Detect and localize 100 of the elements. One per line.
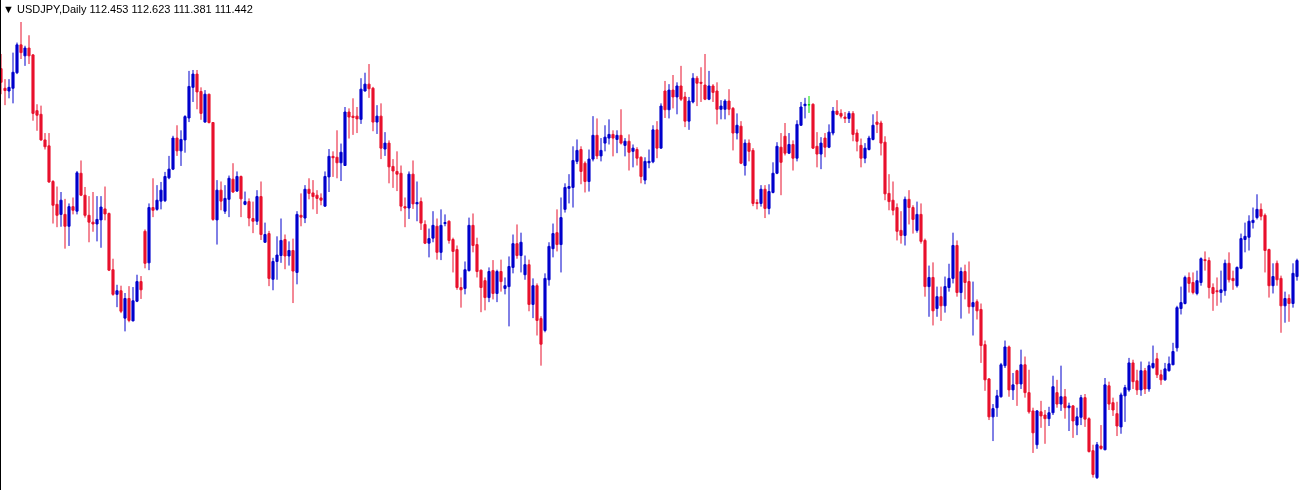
candlestick [303,184,307,224]
candlestick [823,132,827,158]
candlestick [1007,345,1011,398]
candlestick [267,230,271,287]
candlestick [251,201,255,234]
candlestick [843,111,847,124]
candlestick [299,192,303,227]
candlestick [1063,388,1067,420]
candlestick [515,223,519,260]
candlestick [595,117,599,160]
candlestick [651,124,655,164]
candlestick [1115,401,1119,437]
candlestick [1283,291,1287,324]
candlestick [155,184,159,212]
candlestick [1103,377,1107,451]
candlestick [619,108,623,145]
candlestick [231,162,235,194]
candlestick [439,208,443,261]
candlestick [219,180,223,211]
candlestick [255,189,259,226]
candlestick [75,170,79,215]
candlestick [555,208,559,252]
candlestick [1067,402,1071,432]
candlestick [631,143,635,168]
candlestick [847,110,851,124]
candlestick [127,285,131,323]
candlestick [623,137,627,157]
candlestick [715,81,719,125]
candlestick [151,177,155,218]
candlestick [147,202,151,271]
candlestick [495,269,499,303]
candlestick [903,196,907,246]
candlestick [663,80,667,119]
candlestick [491,259,495,300]
candlestick [735,112,739,140]
candlestick [283,234,287,270]
candlestick [1011,372,1015,401]
candlestick [407,170,411,220]
candlestick [931,261,935,326]
candlestick [615,129,619,154]
candlestick [59,191,63,228]
candlestick [935,286,939,318]
candlestick [819,136,823,170]
candlestick [1099,424,1103,451]
candlestick [723,98,727,120]
candlestick [967,260,971,315]
candlestick [1191,271,1195,295]
candlestick [743,138,747,177]
candlestick [235,170,239,193]
candlestick [759,184,763,208]
candlestick [67,202,71,247]
candlestick [939,286,943,322]
candlestick [359,77,363,125]
candlestick [1095,441,1099,479]
candlestick [19,22,23,60]
candlestick [335,129,339,179]
candlestick [915,201,919,234]
candlestick [611,129,615,157]
candlestick [1035,409,1039,450]
candlestick [655,120,659,159]
candlestick [787,132,791,155]
candlestick [667,83,671,119]
candlestick [383,131,387,157]
candlestick [243,191,247,205]
candlestick [1055,379,1059,409]
candlestick [375,104,379,135]
candlestick [143,228,147,269]
candlestick [175,124,179,157]
candlestick [415,180,419,222]
candlestick [1059,365,1063,412]
candlestick [63,198,67,250]
candlestick [227,175,231,218]
candlestick [1215,276,1219,307]
candlestick [215,179,219,246]
candlestick [959,266,963,320]
candlestick [1271,262,1275,294]
candlestick [119,285,123,314]
candlestick [1071,404,1075,439]
candlestick [311,179,315,210]
candlestick [263,222,267,244]
candlestick [387,139,391,184]
candlestick [927,265,931,318]
candlestick [703,53,707,101]
candlestick [955,239,959,298]
candlestick [487,266,491,303]
candlestick [499,259,503,293]
candlestick [351,97,355,136]
candlestick [203,89,207,124]
candlestick [671,74,675,109]
candlestick [115,284,119,308]
candlestick [719,99,723,120]
candlestick [1019,349,1023,390]
candlestick [531,277,535,319]
candlestick [287,240,291,267]
candlestick [527,259,531,312]
candlestick [791,139,795,172]
candlestick [23,45,27,67]
candlestick [1291,262,1295,309]
candlestick [1015,369,1019,407]
candlestick [627,133,631,172]
